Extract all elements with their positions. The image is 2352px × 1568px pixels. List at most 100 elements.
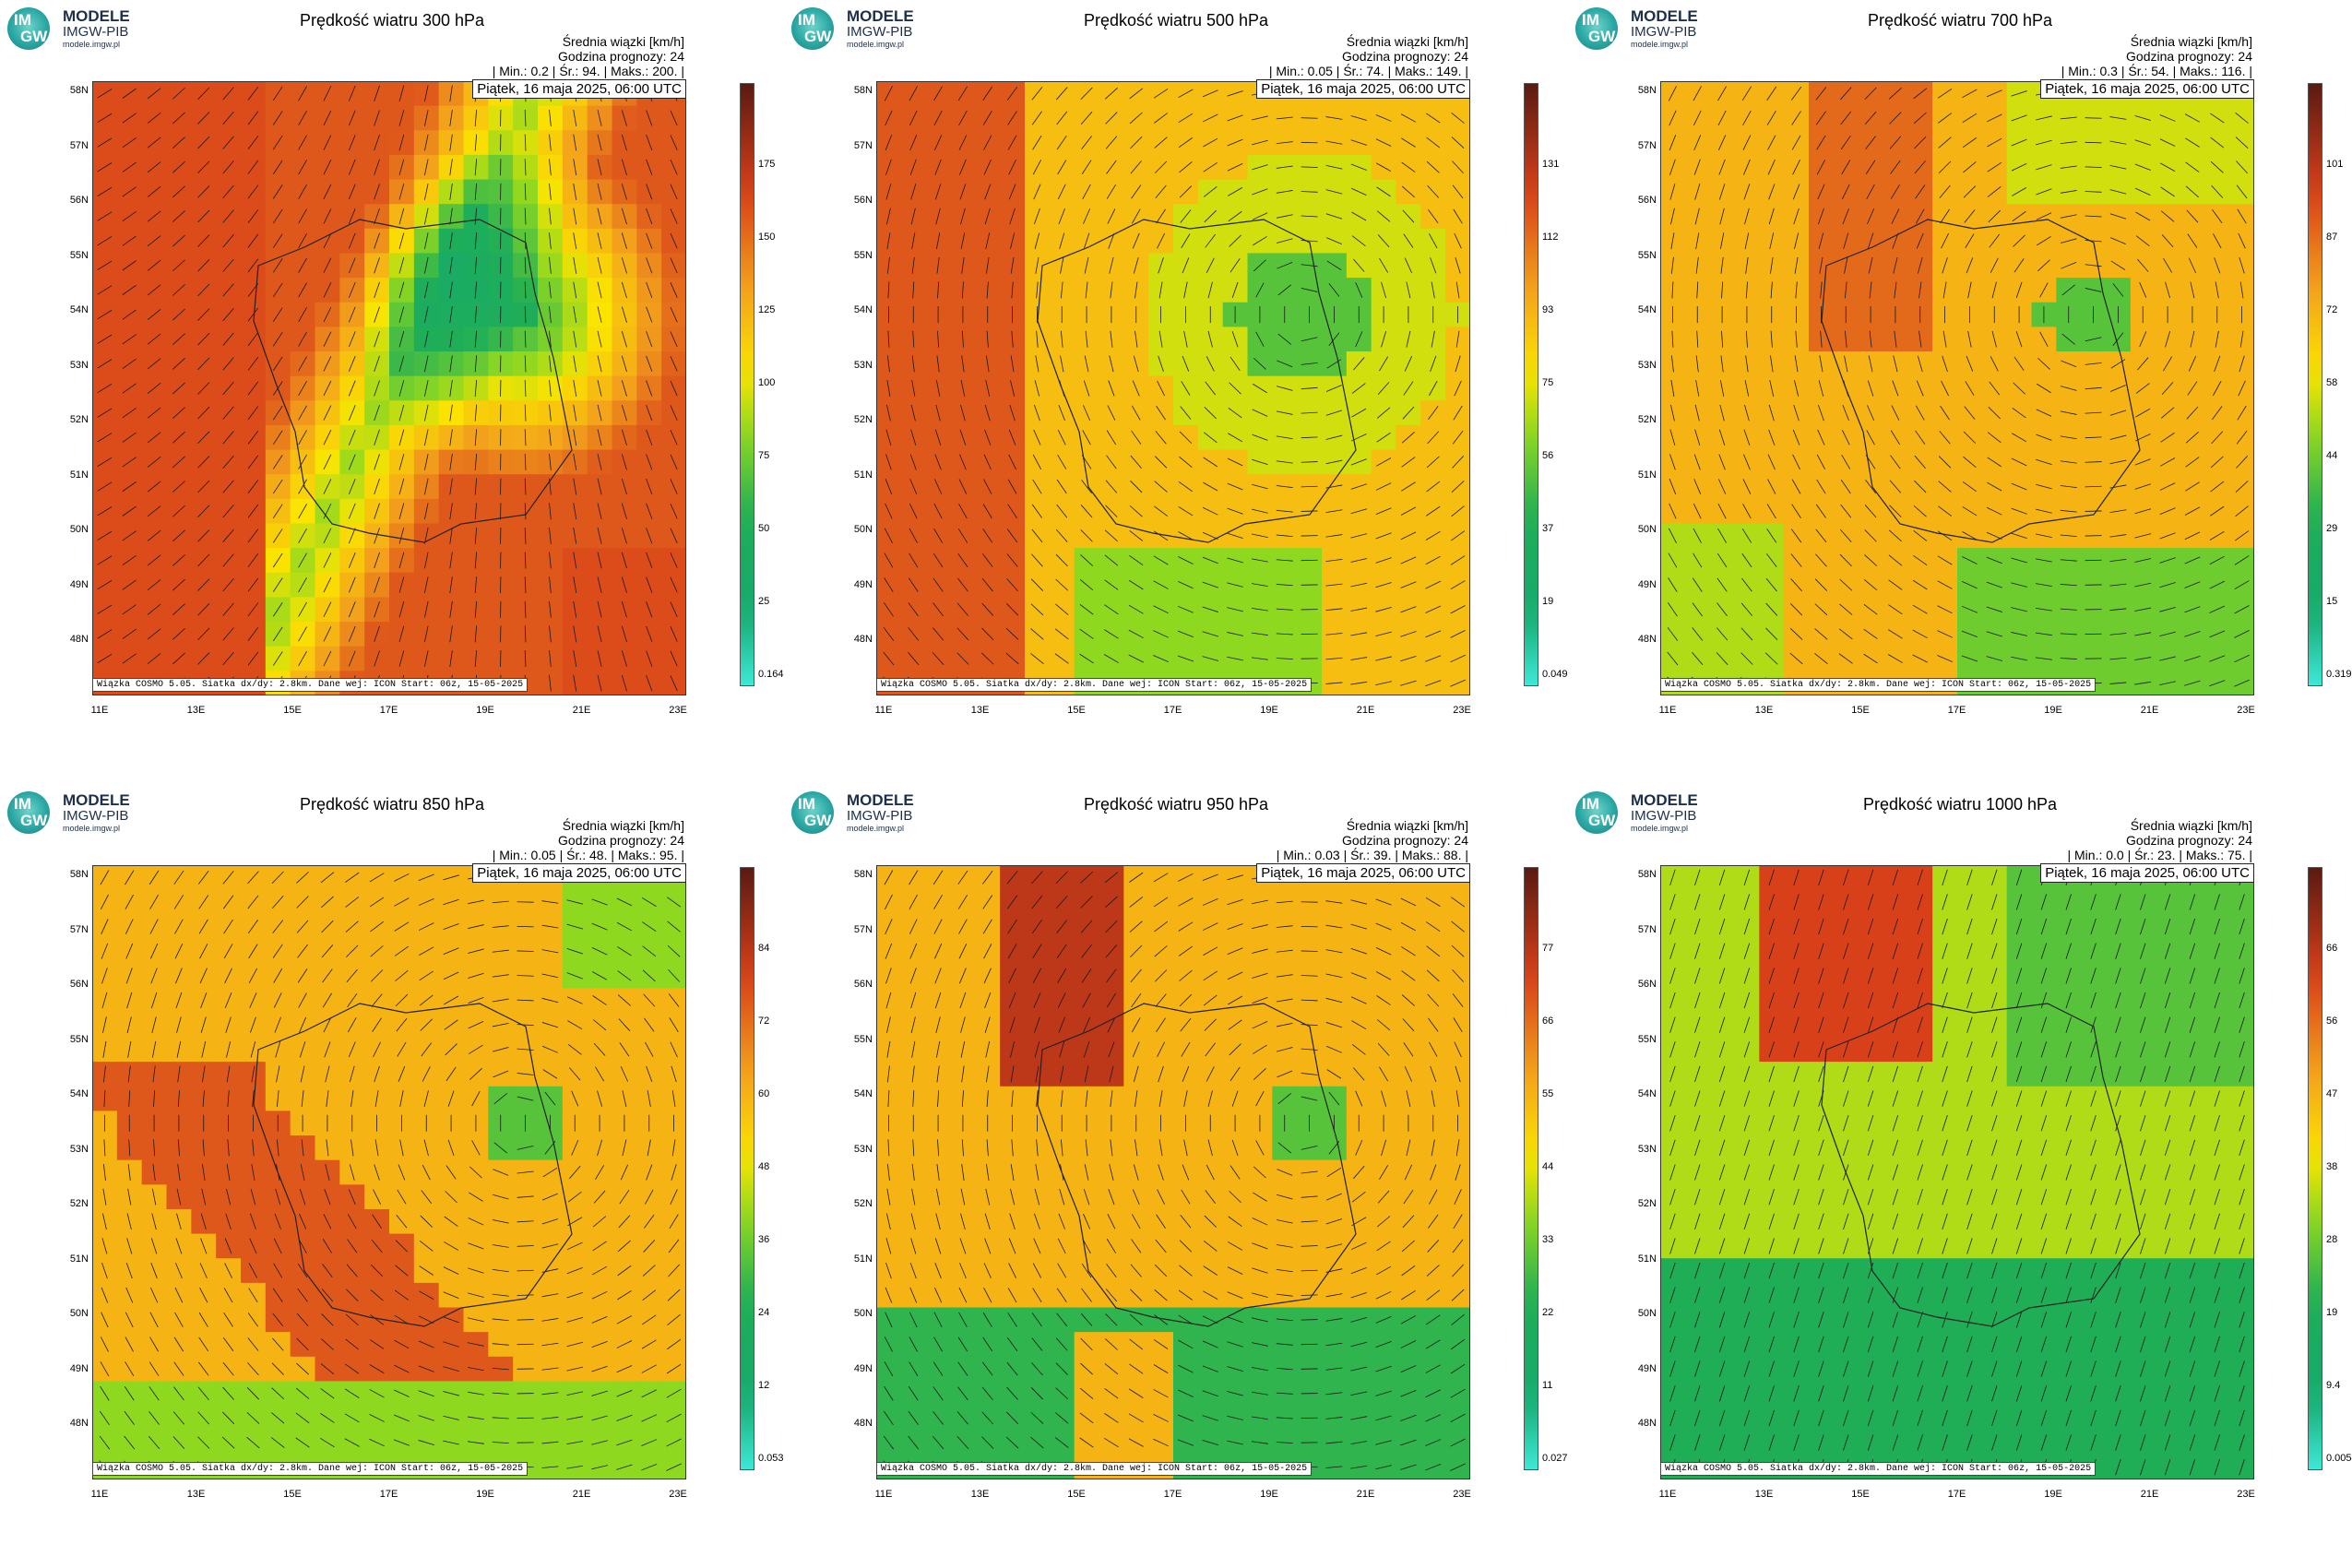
wind-arrow	[222, 627, 234, 641]
field-cell	[315, 130, 340, 156]
wind-arrow	[884, 86, 893, 101]
wind-arrow	[394, 873, 410, 882]
wind-arrow	[122, 432, 137, 443]
wind-arrow	[541, 1441, 559, 1444]
wind-arrow	[885, 110, 893, 126]
wind-arrow	[566, 948, 583, 955]
wind-arrow	[443, 1291, 459, 1300]
wind-arrow	[2036, 212, 2052, 220]
wind-arrow	[152, 1065, 156, 1083]
wind-arrow	[985, 232, 991, 250]
field-cell	[1099, 204, 1124, 230]
wind-arrow	[2185, 137, 2200, 148]
wind-arrow	[1276, 214, 1293, 219]
wind-arrow	[2184, 631, 2201, 637]
field-cell	[290, 327, 316, 352]
wind-arrow	[1764, 652, 1778, 665]
wind-arrow	[399, 1090, 404, 1107]
field-cell	[463, 1086, 489, 1111]
field-cell	[1907, 130, 1933, 156]
wind-arrow	[493, 1093, 507, 1105]
wind-arrow	[348, 380, 356, 397]
wind-arrow	[298, 135, 307, 150]
wind-arrow	[2036, 508, 2052, 514]
wind-arrow	[222, 1361, 234, 1376]
wind-arrow	[1427, 431, 1440, 445]
field-cell	[1734, 130, 1760, 156]
wind-arrow	[247, 920, 258, 934]
field-cell	[166, 449, 192, 475]
wind-arrow	[2212, 406, 2223, 421]
field-cell	[2204, 548, 2230, 574]
wind-arrow	[1008, 429, 1016, 445]
wind-arrow	[445, 1066, 457, 1082]
wind-arrow	[1794, 232, 1800, 249]
wind-arrow	[348, 576, 356, 593]
wind-arrow	[1451, 505, 1465, 517]
wind-arrow	[1863, 579, 1878, 591]
wind-arrow	[1377, 382, 1390, 395]
wind-arrow	[467, 1416, 484, 1420]
poland-border	[253, 219, 573, 543]
wind-arrow	[374, 454, 380, 470]
field-cell	[315, 179, 340, 205]
wind-arrow	[1938, 481, 1952, 493]
wind-arrow	[909, 552, 919, 568]
wind-arrow	[125, 968, 133, 984]
wind-arrow	[646, 478, 653, 495]
wind-arrow	[247, 356, 259, 371]
wind-arrow	[1085, 330, 1088, 348]
wind-arrow	[1744, 232, 1750, 250]
wind-arrow	[2036, 458, 2052, 465]
wind-arrow	[887, 281, 890, 299]
wind-arrow	[398, 1164, 406, 1181]
wind-arrow	[272, 577, 283, 592]
wind-arrow	[1792, 159, 1800, 175]
wind-arrow	[298, 601, 307, 617]
wind-arrow	[250, 1016, 256, 1033]
wind-arrow	[1839, 529, 1852, 542]
wind-arrow	[2085, 386, 2102, 390]
wind-arrow	[983, 135, 992, 150]
wind-arrow	[984, 404, 991, 422]
wind-arrow	[932, 602, 944, 617]
wind-arrow	[1129, 112, 1143, 125]
wind-arrow	[597, 330, 602, 348]
wind-arrow	[1987, 161, 2002, 172]
wind-arrow	[646, 625, 653, 642]
wind-arrow	[1964, 406, 1976, 420]
field-cell	[265, 253, 291, 279]
wind-arrow	[670, 380, 678, 397]
wind-arrow	[323, 1214, 332, 1229]
wind-arrow	[176, 1016, 182, 1033]
wind-arrow	[2085, 411, 2102, 414]
wind-arrow	[174, 919, 184, 934]
wind-arrow	[1455, 330, 1460, 348]
field-cell	[141, 498, 168, 525]
wind-arrow	[1942, 257, 1948, 274]
wind-arrow	[646, 405, 653, 422]
wind-arrow	[524, 576, 527, 594]
field-cell	[315, 865, 340, 891]
wind-arrow	[297, 944, 308, 958]
wind-arrow	[197, 627, 210, 641]
wind-arrow	[1276, 238, 1293, 244]
wind-arrow	[222, 529, 234, 542]
lon-label: 23E	[2237, 705, 2255, 716]
wind-arrow	[347, 992, 358, 1008]
wind-arrow	[1818, 405, 1824, 422]
wind-arrow	[197, 406, 210, 420]
wind-arrow	[1301, 411, 1318, 414]
wind-arrow	[1083, 380, 1090, 397]
field-cell	[216, 154, 242, 181]
wind-arrow	[1227, 138, 1243, 147]
wind-arrow	[670, 552, 678, 568]
wind-arrow	[222, 1336, 234, 1351]
wind-arrow	[2135, 235, 2150, 246]
wind-arrow	[1869, 281, 1872, 299]
wind-arrow	[2234, 605, 2250, 614]
field-cell	[1759, 130, 1785, 156]
field-cell	[1197, 130, 1224, 156]
wind-arrow	[1034, 405, 1040, 422]
wind-arrow	[1031, 529, 1043, 543]
